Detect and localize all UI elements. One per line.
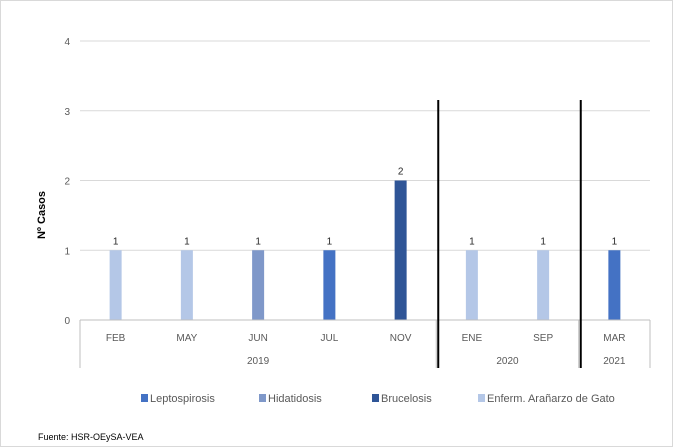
x-tick-label: JUL: [320, 333, 338, 344]
y-tick-label: 1: [64, 246, 70, 257]
x-tick-label: JUN: [248, 333, 267, 344]
x-tick-label: FEB: [106, 333, 126, 344]
y-tick-label: 3: [64, 107, 70, 118]
year-label: 2019: [247, 356, 270, 367]
y-axis-ticks: 0 1 2 3 4: [64, 37, 70, 327]
x-tick-label: MAR: [603, 333, 625, 344]
data-label: 1: [255, 236, 261, 247]
legend-label: Enferm. Arañarzo de Gato: [487, 393, 615, 405]
bars: [109, 180, 621, 320]
x-axis-ticks: FEB MAY JUN JUL NOV ENE SEP MAR: [106, 333, 626, 344]
legend-swatch: [259, 394, 266, 402]
legend: Leptospirosis Hidatidosis Brucelosis Enferm…: [141, 393, 615, 405]
bar-jun: [252, 250, 265, 320]
bar-mar: [608, 250, 621, 320]
bar-ene: [465, 250, 478, 320]
year-label: 2020: [496, 356, 519, 367]
x-tick-label: ENE: [462, 333, 483, 344]
bar-may: [180, 250, 193, 320]
data-label: 1: [469, 236, 475, 247]
x-tick-label: MAY: [176, 333, 197, 344]
data-label: 1: [184, 236, 190, 247]
y-tick-label: 2: [64, 177, 70, 188]
bar-feb: [109, 250, 122, 320]
bar-nov: [394, 180, 407, 320]
y-tick-label: 0: [64, 316, 70, 327]
legend-swatch: [141, 394, 148, 402]
source-note: Fuente: HSR-OEySA-VEA: [38, 432, 144, 442]
year-group-labels: 2019 2020 2021: [247, 356, 626, 367]
gridlines: [80, 40, 650, 251]
legend-label: Hidatidosis: [268, 393, 322, 405]
x-tick-label: SEP: [533, 333, 553, 344]
data-label: 1: [612, 236, 618, 247]
year-label: 2021: [603, 356, 626, 367]
data-label: 1: [327, 236, 333, 247]
data-label: 2: [398, 167, 404, 178]
legend-swatch: [372, 394, 379, 402]
y-tick-label: 4: [64, 37, 70, 48]
legend-label: Brucelosis: [381, 393, 432, 405]
data-labels: 1 1 1 1 2 1 1 1: [113, 167, 618, 248]
bar-jul: [323, 250, 336, 320]
x-tick-label: NOV: [390, 333, 412, 344]
x-axis: [79, 100, 651, 368]
legend-label: Leptospirosis: [150, 393, 215, 405]
bar-sep: [537, 250, 550, 320]
data-label: 1: [113, 236, 119, 247]
y-axis-label: Nº Casos: [36, 191, 48, 239]
legend-swatch: [478, 394, 485, 402]
data-label: 1: [540, 236, 546, 247]
